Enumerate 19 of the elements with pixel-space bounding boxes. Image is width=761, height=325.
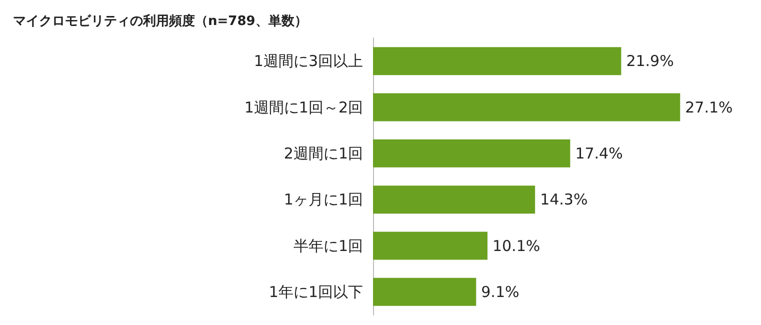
- y-tick-label: 2週間に1回: [284, 144, 363, 162]
- data-label: 14.3%: [540, 190, 588, 209]
- bar: [373, 93, 680, 122]
- y-tick-label: 半年に1回: [293, 236, 363, 255]
- data-label: 9.1%: [481, 282, 520, 301]
- data-label: 27.1%: [685, 98, 733, 116]
- data-label: 10.1%: [492, 236, 540, 255]
- bar: [373, 47, 622, 76]
- bar: [373, 186, 536, 214]
- y-tick-label: 1週間に3回以上: [254, 52, 363, 70]
- data-label: 17.4%: [575, 144, 623, 162]
- y-tick-label: 1ヶ月に1回: [284, 190, 363, 209]
- bar: [373, 278, 476, 306]
- bar: [373, 139, 570, 168]
- y-tick-label: 1年に1回以下: [268, 282, 363, 301]
- data-label: 21.9%: [626, 52, 674, 70]
- y-tick-label: 1週間に1回～2回: [244, 98, 363, 116]
- bar: [373, 232, 488, 260]
- text: マイクロモビリティの利用頻度（n=789、単数）: [13, 13, 308, 29]
